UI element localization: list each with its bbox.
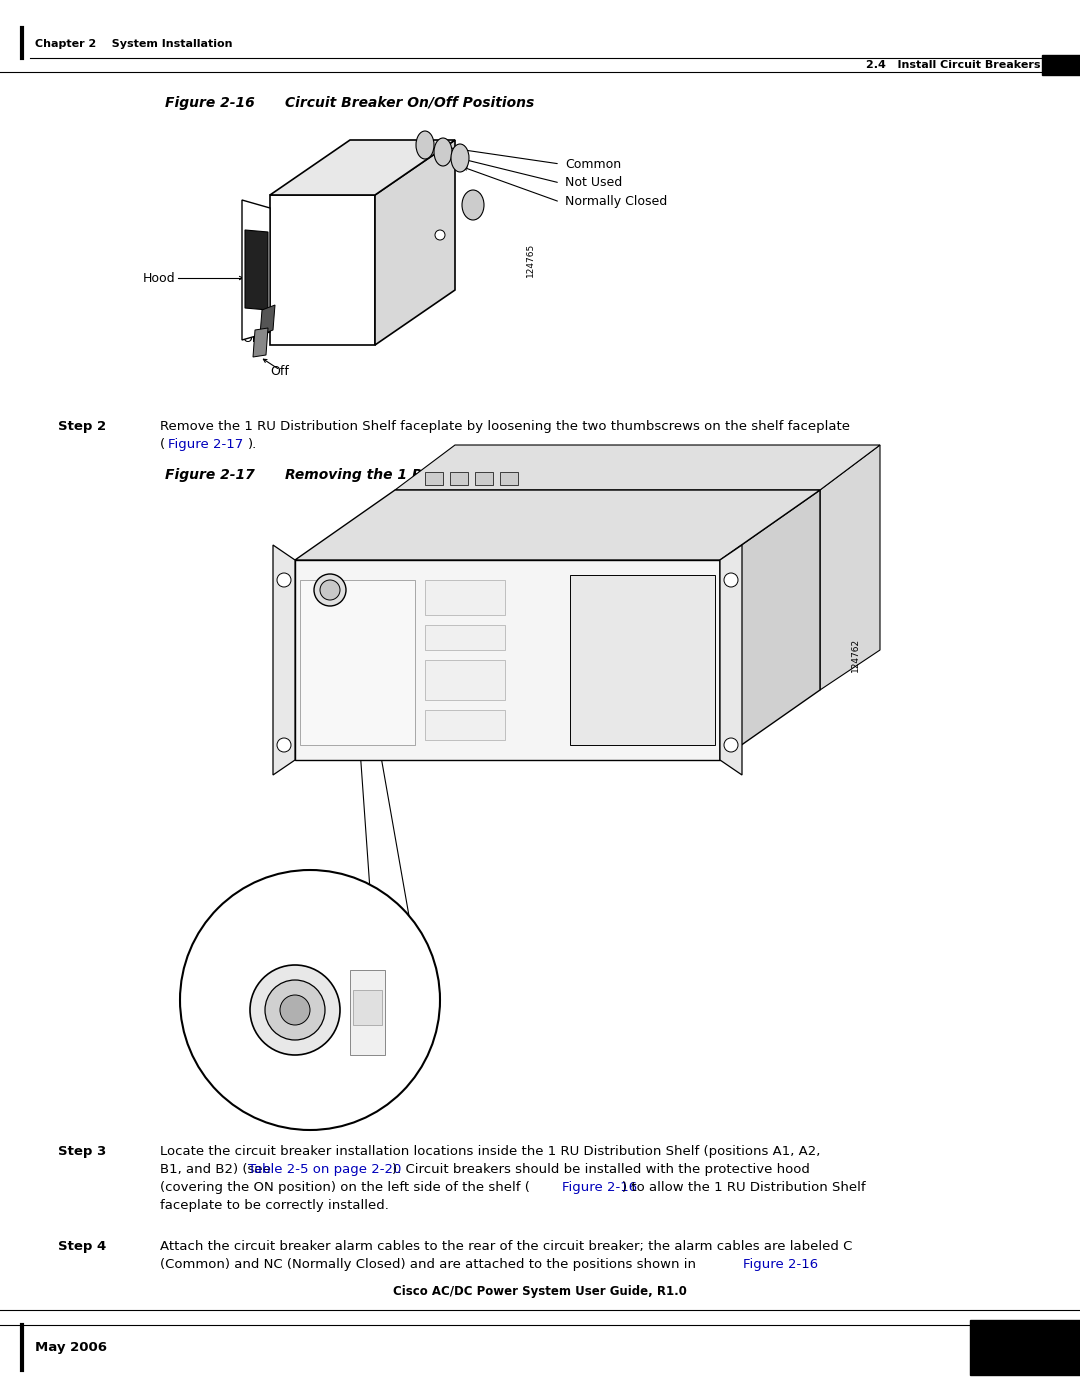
Polygon shape xyxy=(253,328,268,358)
Text: ). Circuit breakers should be installed with the protective hood: ). Circuit breakers should be installed … xyxy=(392,1162,810,1176)
Ellipse shape xyxy=(434,138,453,166)
Text: (: ( xyxy=(160,439,165,451)
Polygon shape xyxy=(295,490,820,560)
Text: Locate the circuit breaker installation locations inside the 1 RU Distribution S: Locate the circuit breaker installation … xyxy=(160,1146,821,1158)
Text: Removing the 1 RU Distribution Shelf Faceplate: Removing the 1 RU Distribution Shelf Fac… xyxy=(285,468,657,482)
Circle shape xyxy=(276,738,291,752)
Text: Circuit Breaker On/Off Positions: Circuit Breaker On/Off Positions xyxy=(285,96,535,110)
Polygon shape xyxy=(500,472,518,485)
Circle shape xyxy=(724,573,738,587)
Text: Attach the circuit breaker alarm cables to the rear of the circuit breaker; the : Attach the circuit breaker alarm cables … xyxy=(160,1241,852,1253)
Text: .: . xyxy=(804,1259,807,1271)
Text: 2-19: 2-19 xyxy=(1002,1338,1048,1356)
Bar xyxy=(970,1320,1080,1375)
Polygon shape xyxy=(295,560,720,760)
Text: (covering the ON position) on the left side of the shelf (: (covering the ON position) on the left s… xyxy=(160,1180,530,1194)
Text: 2.4   Install Circuit Breakers: 2.4 Install Circuit Breakers xyxy=(865,60,1040,70)
Text: May 2006: May 2006 xyxy=(35,1341,107,1355)
Text: Step 3: Step 3 xyxy=(58,1146,106,1158)
Polygon shape xyxy=(426,659,505,700)
Polygon shape xyxy=(475,472,492,485)
Text: Figure 2-16: Figure 2-16 xyxy=(743,1259,819,1271)
Polygon shape xyxy=(450,472,468,485)
Text: Off: Off xyxy=(270,365,288,379)
Circle shape xyxy=(180,870,440,1130)
Text: Chapter 2    System Installation: Chapter 2 System Installation xyxy=(35,39,232,49)
Circle shape xyxy=(435,231,445,240)
Polygon shape xyxy=(270,140,455,196)
Text: (Common) and NC (Normally Closed) and are attached to the positions shown in: (Common) and NC (Normally Closed) and ar… xyxy=(160,1259,700,1271)
Polygon shape xyxy=(426,580,505,615)
Circle shape xyxy=(280,995,310,1025)
Text: Step 4: Step 4 xyxy=(58,1241,106,1253)
Text: On: On xyxy=(242,331,260,345)
Polygon shape xyxy=(426,624,505,650)
Text: Hood: Hood xyxy=(143,271,175,285)
Ellipse shape xyxy=(416,131,434,159)
Circle shape xyxy=(249,965,340,1055)
Ellipse shape xyxy=(462,190,484,219)
Text: Normally Closed: Normally Closed xyxy=(565,196,667,208)
Polygon shape xyxy=(260,305,275,335)
Text: △: △ xyxy=(640,654,650,666)
Polygon shape xyxy=(273,545,295,775)
Polygon shape xyxy=(570,576,715,745)
Text: Common: Common xyxy=(565,158,621,170)
Text: 124765: 124765 xyxy=(526,243,535,277)
Circle shape xyxy=(314,574,346,606)
Text: Figure 2-17: Figure 2-17 xyxy=(165,468,255,482)
Circle shape xyxy=(320,580,340,599)
Polygon shape xyxy=(395,446,880,490)
Circle shape xyxy=(265,981,325,1039)
Text: Cisco AC/DC Power System User Guide, R1.0: Cisco AC/DC Power System User Guide, R1.… xyxy=(393,1285,687,1298)
Polygon shape xyxy=(720,490,820,760)
Polygon shape xyxy=(270,196,375,345)
Text: Remove the 1 RU Distribution Shelf faceplate by loosening the two thumbscrews on: Remove the 1 RU Distribution Shelf facep… xyxy=(160,420,850,433)
Polygon shape xyxy=(242,200,270,339)
Text: Not Used: Not Used xyxy=(565,176,622,190)
Text: faceplate to be correctly installed.: faceplate to be correctly installed. xyxy=(160,1199,389,1213)
Text: Step 2: Step 2 xyxy=(58,420,106,433)
Ellipse shape xyxy=(451,144,469,172)
Bar xyxy=(1042,54,1080,75)
Polygon shape xyxy=(353,990,382,1025)
Text: Figure 2-16: Figure 2-16 xyxy=(165,96,255,110)
Text: B1, and B2) (see: B1, and B2) (see xyxy=(160,1162,275,1176)
Polygon shape xyxy=(426,710,505,740)
Polygon shape xyxy=(426,472,443,485)
Text: Table 2-5 on page 2-20: Table 2-5 on page 2-20 xyxy=(248,1162,402,1176)
Polygon shape xyxy=(350,970,384,1055)
Polygon shape xyxy=(820,446,880,690)
Polygon shape xyxy=(245,231,268,310)
Circle shape xyxy=(724,738,738,752)
Circle shape xyxy=(276,573,291,587)
Text: 124762: 124762 xyxy=(851,638,860,672)
Polygon shape xyxy=(300,580,415,745)
Polygon shape xyxy=(720,545,742,775)
Text: ).: ). xyxy=(248,439,257,451)
Text: ) to allow the 1 RU Distribution Shelf: ) to allow the 1 RU Distribution Shelf xyxy=(622,1180,866,1194)
Text: Figure 2-17: Figure 2-17 xyxy=(168,439,243,451)
Polygon shape xyxy=(375,140,455,345)
Text: Figure 2-16: Figure 2-16 xyxy=(562,1180,637,1194)
